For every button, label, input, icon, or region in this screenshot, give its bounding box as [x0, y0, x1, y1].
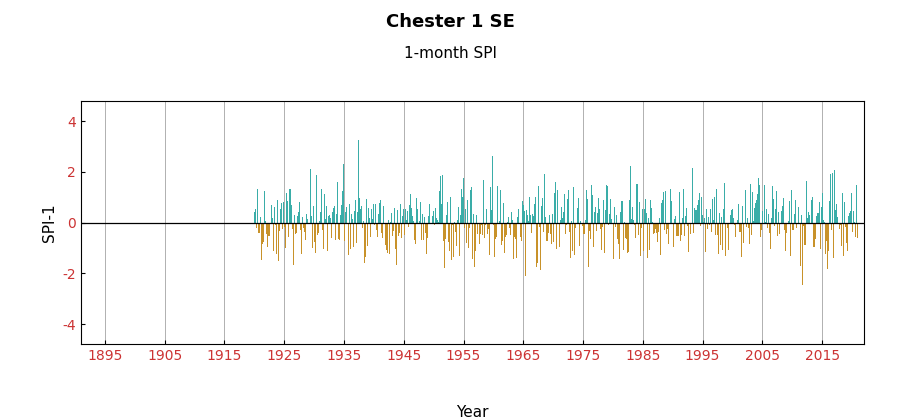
- Text: Chester 1 SE: Chester 1 SE: [385, 13, 515, 31]
- Y-axis label: SPI-1: SPI-1: [42, 203, 57, 242]
- X-axis label: Year: Year: [456, 405, 489, 420]
- Text: 1-month SPI: 1-month SPI: [403, 46, 497, 61]
